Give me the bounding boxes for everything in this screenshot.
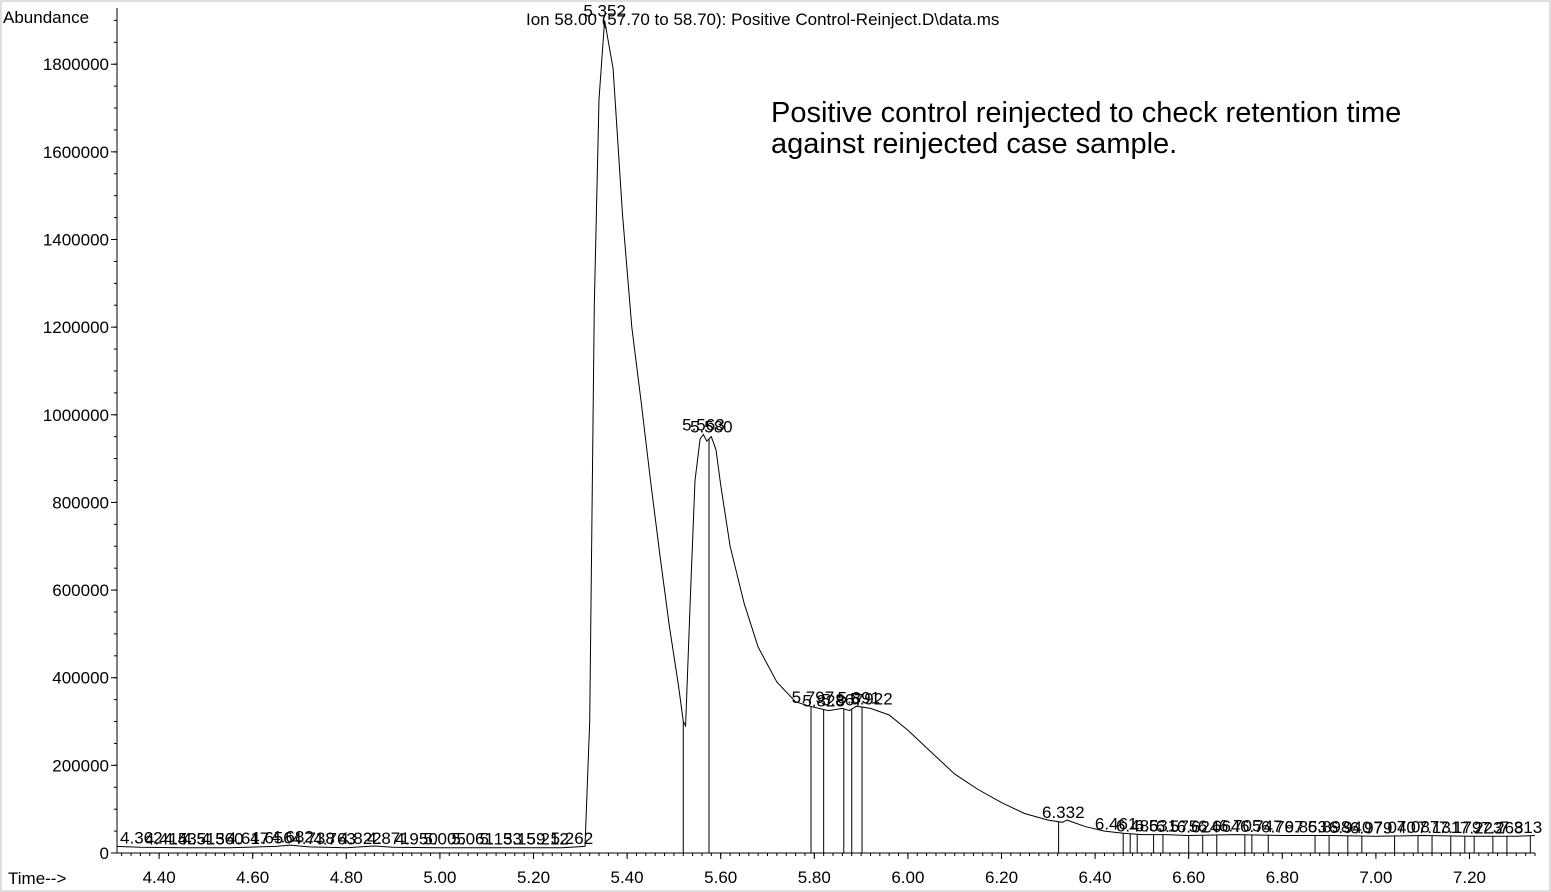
peak-label: 5.797 [792, 688, 835, 707]
x-tick-label-5.00: 5.00 [423, 868, 456, 887]
y-axis-label: Abundance [3, 8, 90, 27]
small-peak-label: 6.664 [1198, 817, 1241, 836]
small-peak-label: 7.223 [1460, 818, 1503, 837]
x-tick-label-6.80: 6.80 [1266, 868, 1299, 887]
small-peak-label: 6.979 [1350, 818, 1393, 837]
peak-label: 5.563 [682, 416, 725, 435]
x-tick-label-6.00: 6.00 [891, 868, 924, 887]
x-axis-label: Time--> [8, 869, 67, 888]
y-tick-label-0: 0 [100, 844, 109, 863]
x-tick-label-7.20: 7.20 [1453, 868, 1486, 887]
small-peak-label: 5.159 [503, 830, 546, 849]
small-peak-label: 4.435 [164, 830, 207, 849]
peak-label: 6.332 [1042, 803, 1085, 822]
x-tick-label-5.20: 5.20 [517, 868, 550, 887]
y-tick-label-1000000: 1000000 [43, 406, 109, 425]
small-peak-label: 6.797 [1261, 817, 1304, 836]
x-tick-label-7.00: 7.00 [1359, 868, 1392, 887]
y-tick-label-1200000: 1200000 [43, 318, 109, 337]
small-peak-label: 4.871 [367, 829, 410, 848]
x-tick-label-5.80: 5.80 [798, 868, 831, 887]
small-peak-label: 7.131 [1418, 818, 1461, 837]
y-tick-label-400000: 400000 [52, 669, 109, 688]
x-tick-label-5.60: 5.60 [704, 868, 737, 887]
small-peak-label: 5.867 [821, 690, 864, 709]
small-peak-label: 7.268 [1481, 818, 1524, 837]
x-tick-label-5.40: 5.40 [611, 868, 644, 887]
small-peak-label: 4.617 [227, 829, 270, 848]
x-tick-label-4.60: 4.60 [236, 868, 269, 887]
peak-label: 5.580 [690, 418, 733, 437]
x-tick-label-4.40: 4.40 [143, 868, 176, 887]
small-peak-label: 6.898 [1308, 817, 1351, 836]
small-peak-label: 7.040 [1373, 818, 1416, 837]
x-tick-label-6.20: 6.20 [985, 868, 1018, 887]
small-peak-label: 6.531 [1135, 817, 1178, 836]
small-peak-label: 4.415 [145, 830, 188, 849]
small-peak-label: 6.747 [1240, 817, 1283, 836]
y-tick-label-600000: 600000 [52, 581, 109, 600]
small-peak-label: 4.822 [339, 829, 382, 848]
small-peak-label: 4.513 [182, 830, 225, 849]
small-peak-label: 5.061 [451, 830, 494, 849]
small-peak-label: 4.560 [201, 830, 244, 849]
y-tick-label-1600000: 1600000 [43, 143, 109, 162]
small-peak-label: 5.133 [479, 830, 522, 849]
small-peak-label: 6.705 [1219, 817, 1262, 836]
small-peak-label: 5.891 [837, 689, 880, 708]
small-peak-label: 5.262 [551, 829, 594, 848]
y-tick-label-1800000: 1800000 [43, 55, 109, 74]
small-peak-label: 4.738 [292, 829, 335, 848]
small-peak-label: 6.624 [1177, 817, 1220, 836]
small-peak-label: 6.575 [1156, 817, 1199, 836]
x-tick-label-6.60: 6.60 [1172, 868, 1205, 887]
small-peak-label: 6.486 [1116, 816, 1159, 835]
y-tick-label-800000: 800000 [52, 493, 109, 512]
small-peak-label: 4.682 [271, 827, 314, 846]
small-peak-label: 4.656 [250, 829, 293, 848]
small-peak-label: 6.461 [1095, 814, 1138, 833]
small-peak-label: 5.212 [526, 830, 569, 849]
small-peak-label: 4.763 [313, 829, 356, 848]
y-tick-label-1400000: 1400000 [43, 230, 109, 249]
y-tick-label-200000: 200000 [52, 756, 109, 775]
small-peak-label: 7.313 [1500, 818, 1543, 837]
small-peak-label: 6.853 [1284, 817, 1327, 836]
x-tick-label-6.40: 6.40 [1079, 868, 1112, 887]
x-tick-label-4.80: 4.80 [330, 868, 363, 887]
chart-annotation: Positive control reinjected to check ret… [771, 97, 1402, 160]
peak-label: 5.352 [583, 1, 626, 20]
peak-label: 5.922 [850, 690, 893, 709]
series-line [116, 20, 1536, 849]
small-peak-label: 4.950 [395, 830, 438, 849]
chart-title: Ion 58.00 (57.70 to 58.70): Positive Con… [526, 10, 1000, 29]
small-peak-label: 5.005 [423, 830, 466, 849]
peak-label: 4.362 [120, 829, 163, 848]
small-peak-label: 6.940 [1329, 818, 1372, 837]
small-peak-label: 7.087 [1397, 818, 1440, 837]
small-peak-label: 7.179 [1439, 818, 1482, 837]
small-peak-label: 5.828 [802, 691, 845, 710]
